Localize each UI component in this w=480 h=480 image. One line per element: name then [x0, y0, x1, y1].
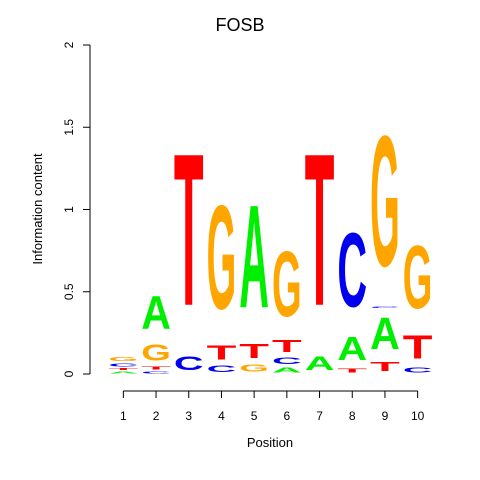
y-tick-label: 0.5 — [62, 283, 76, 300]
x-tick-label: 1 — [120, 409, 127, 423]
logo-letter-t-pos-6: T — [272, 336, 302, 356]
y-axis: 0 0.5 1 1.5 2 — [62, 41, 91, 377]
x-tick-label: 6 — [284, 409, 291, 423]
logo-letter-a-pos-9: A — [370, 309, 400, 359]
logo-letter-g-pos-9: G — [370, 96, 400, 305]
x-tick-label: 3 — [185, 409, 192, 423]
x-tick-label: 5 — [251, 409, 258, 423]
logo-letter-a-pos-2: A — [141, 288, 171, 340]
logo-letter-c-pos-4: C — [207, 364, 237, 374]
logo-letter-t-pos-4: T — [207, 341, 237, 364]
logo-letter-g-pos-6: G — [272, 232, 302, 335]
x-tick-label: 8 — [349, 409, 356, 423]
logo-letter-c-pos-2: C — [141, 371, 171, 374]
y-tick-label: 0 — [62, 370, 76, 377]
logo-letter-a-pos-8: A — [337, 329, 367, 367]
logo-letter-t-pos-2: T — [141, 366, 171, 371]
x-tick-label: 7 — [316, 409, 323, 423]
logo-letter-a-pos-6: A — [272, 366, 302, 374]
y-axis-label: Information content — [30, 153, 45, 265]
logo-letter-t-pos-7: T — [305, 109, 335, 352]
logo-letter-g-pos-10: G — [403, 228, 433, 328]
logo-letter-g-pos-2: G — [141, 339, 171, 366]
logo-letter-t-pos-10: T — [403, 328, 433, 366]
x-tick-label: 2 — [153, 409, 160, 423]
logo-letter-g-pos-5: G — [239, 363, 269, 374]
logo-letter-t-pos-3: T — [174, 109, 204, 352]
logo-letter-a-pos-5: A — [239, 174, 269, 339]
logo-letter-c-pos-3: C — [174, 353, 204, 374]
x-tick-label: 4 — [218, 409, 225, 423]
y-tick-label: 1 — [62, 206, 76, 213]
y-tick-label: 2 — [62, 41, 76, 48]
logo-letter-g-pos-1: G — [109, 356, 139, 363]
logo-letter-a-pos-1: A — [109, 371, 139, 374]
logo-letter-a-pos-7: A — [305, 353, 335, 374]
logo-letter-t-pos-9: T — [370, 359, 400, 374]
logo-letter-t-pos-1: T — [109, 368, 139, 371]
y-tick-label: 1.5 — [62, 119, 76, 136]
logo-letter-c-pos-6: C — [272, 356, 302, 366]
x-axis-label: Position — [247, 435, 293, 450]
logo-letter-g-pos-4: G — [207, 174, 237, 340]
logo-letter-t-pos-8: T — [337, 368, 367, 374]
x-tick-label: 10 — [411, 409, 425, 423]
logo-letter-c-pos-8: C — [337, 211, 367, 330]
x-axis: 1 2 3 4 5 6 7 8 9 10 — [120, 390, 425, 423]
logo-letter-c-pos-9: C — [370, 307, 400, 309]
chart-title: FOSB — [215, 15, 264, 35]
x-tick-label: 9 — [382, 409, 389, 423]
logo-letter-c-pos-1: C — [109, 363, 139, 368]
logo-letter-c-pos-10: C — [403, 366, 433, 374]
logo-letter-t-pos-5: T — [239, 339, 269, 362]
